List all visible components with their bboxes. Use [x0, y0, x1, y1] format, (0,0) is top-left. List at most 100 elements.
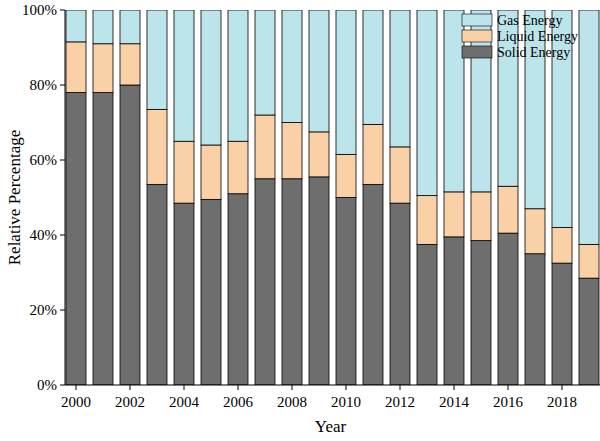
- y-tick: [60, 310, 65, 311]
- y-tick-label: 40%: [30, 227, 58, 243]
- y-tick: [60, 235, 65, 236]
- bar-segment: [552, 228, 572, 264]
- x-tick-label: 2004: [169, 394, 200, 410]
- bar-segment: [228, 141, 248, 194]
- x-axis-line: [65, 385, 600, 386]
- x-tick: [130, 385, 131, 390]
- bar-segment: [579, 278, 599, 385]
- x-tick-label: 2012: [385, 394, 415, 410]
- bar-segment: [336, 154, 356, 197]
- x-tick: [238, 385, 239, 390]
- x-tick-label: 2014: [439, 394, 470, 410]
- bar-segment: [147, 184, 167, 385]
- bar-segment: [93, 10, 113, 44]
- legend-swatch: [462, 46, 492, 58]
- bar-segment: [336, 10, 356, 154]
- bar-segment: [579, 244, 599, 278]
- x-tick: [508, 385, 509, 390]
- bar-segment: [363, 184, 383, 385]
- legend-swatch: [462, 14, 492, 26]
- y-tick: [60, 160, 65, 161]
- bar-segment: [282, 10, 302, 123]
- bar-segment: [120, 85, 140, 385]
- y-tick: [60, 385, 65, 386]
- bar-segment: [363, 10, 383, 124]
- bar-segment: [66, 10, 86, 42]
- x-tick-label: 2002: [115, 394, 145, 410]
- x-tick-label: 2010: [331, 394, 361, 410]
- bar-segment: [93, 93, 113, 386]
- x-tick: [184, 385, 185, 390]
- x-axis-label: Year: [315, 417, 347, 436]
- bar-segment: [444, 237, 464, 385]
- bar-segment: [282, 179, 302, 385]
- bar-segment: [174, 10, 194, 141]
- bar-segment: [147, 109, 167, 184]
- bar-segment: [471, 241, 491, 385]
- bar-segment: [228, 194, 248, 385]
- bar-segment: [417, 244, 437, 385]
- legend-label: Gas Energy: [497, 13, 562, 28]
- bar-segment: [417, 196, 437, 245]
- bar-segment: [174, 203, 194, 385]
- bar-segment: [282, 123, 302, 179]
- legend-swatch: [462, 30, 492, 42]
- y-tick-label: 100%: [22, 2, 57, 18]
- bar-segment: [66, 93, 86, 386]
- bar-segment: [93, 44, 113, 93]
- y-tick-label: 60%: [30, 152, 58, 168]
- bar-segment: [174, 141, 194, 203]
- y-tick: [60, 85, 65, 86]
- bar-segment: [309, 10, 329, 132]
- bar-segment: [390, 203, 410, 385]
- x-tick: [292, 385, 293, 390]
- bars: [66, 10, 599, 385]
- bar-segment: [471, 192, 491, 241]
- legend-label: Liquid Energy: [497, 29, 578, 44]
- bar-segment: [120, 44, 140, 85]
- bar-segment: [363, 124, 383, 184]
- legend: Gas EnergyLiquid EnergySolid Energy: [462, 13, 578, 60]
- y-axis-line: [65, 10, 66, 385]
- bar-segment: [120, 10, 140, 44]
- bar-segment: [66, 42, 86, 93]
- x-tick-label: 2016: [493, 394, 524, 410]
- bar-segment: [579, 10, 599, 244]
- bar-segment: [444, 10, 464, 192]
- bar-segment: [255, 179, 275, 385]
- bar-segment: [552, 263, 572, 385]
- bar-segment: [255, 10, 275, 115]
- x-tick: [346, 385, 347, 390]
- bar-segment: [498, 233, 518, 385]
- y-tick-label: 80%: [30, 77, 58, 93]
- bar-segment: [336, 198, 356, 386]
- bar-segment: [309, 177, 329, 385]
- x-tick-label: 2006: [223, 394, 254, 410]
- bar-segment: [201, 199, 221, 385]
- y-tick-label: 20%: [30, 302, 58, 318]
- bar-segment: [255, 115, 275, 179]
- x-tick: [454, 385, 455, 390]
- bar-segment: [201, 10, 221, 145]
- bar-segment: [390, 10, 410, 147]
- y-tick-label: 0%: [37, 377, 57, 393]
- x-tick-label: 2018: [547, 394, 577, 410]
- bar-segment: [201, 145, 221, 199]
- bar-segment: [444, 192, 464, 237]
- legend-label: Solid Energy: [497, 45, 570, 60]
- y-axis-label: Relative Percentage: [5, 130, 24, 265]
- bar-segment: [147, 10, 167, 109]
- x-tick: [562, 385, 563, 390]
- x-tick-label: 2000: [61, 394, 91, 410]
- x-tick: [400, 385, 401, 390]
- bar-segment: [228, 10, 248, 141]
- bar-segment: [309, 132, 329, 177]
- bar-segment: [498, 186, 518, 233]
- bar-segment: [417, 10, 437, 196]
- bar-segment: [390, 147, 410, 203]
- bar-segment: [525, 254, 545, 385]
- x-tick: [76, 385, 77, 390]
- bar-segment: [525, 209, 545, 254]
- x-tick-label: 2008: [277, 394, 307, 410]
- y-tick: [60, 10, 65, 11]
